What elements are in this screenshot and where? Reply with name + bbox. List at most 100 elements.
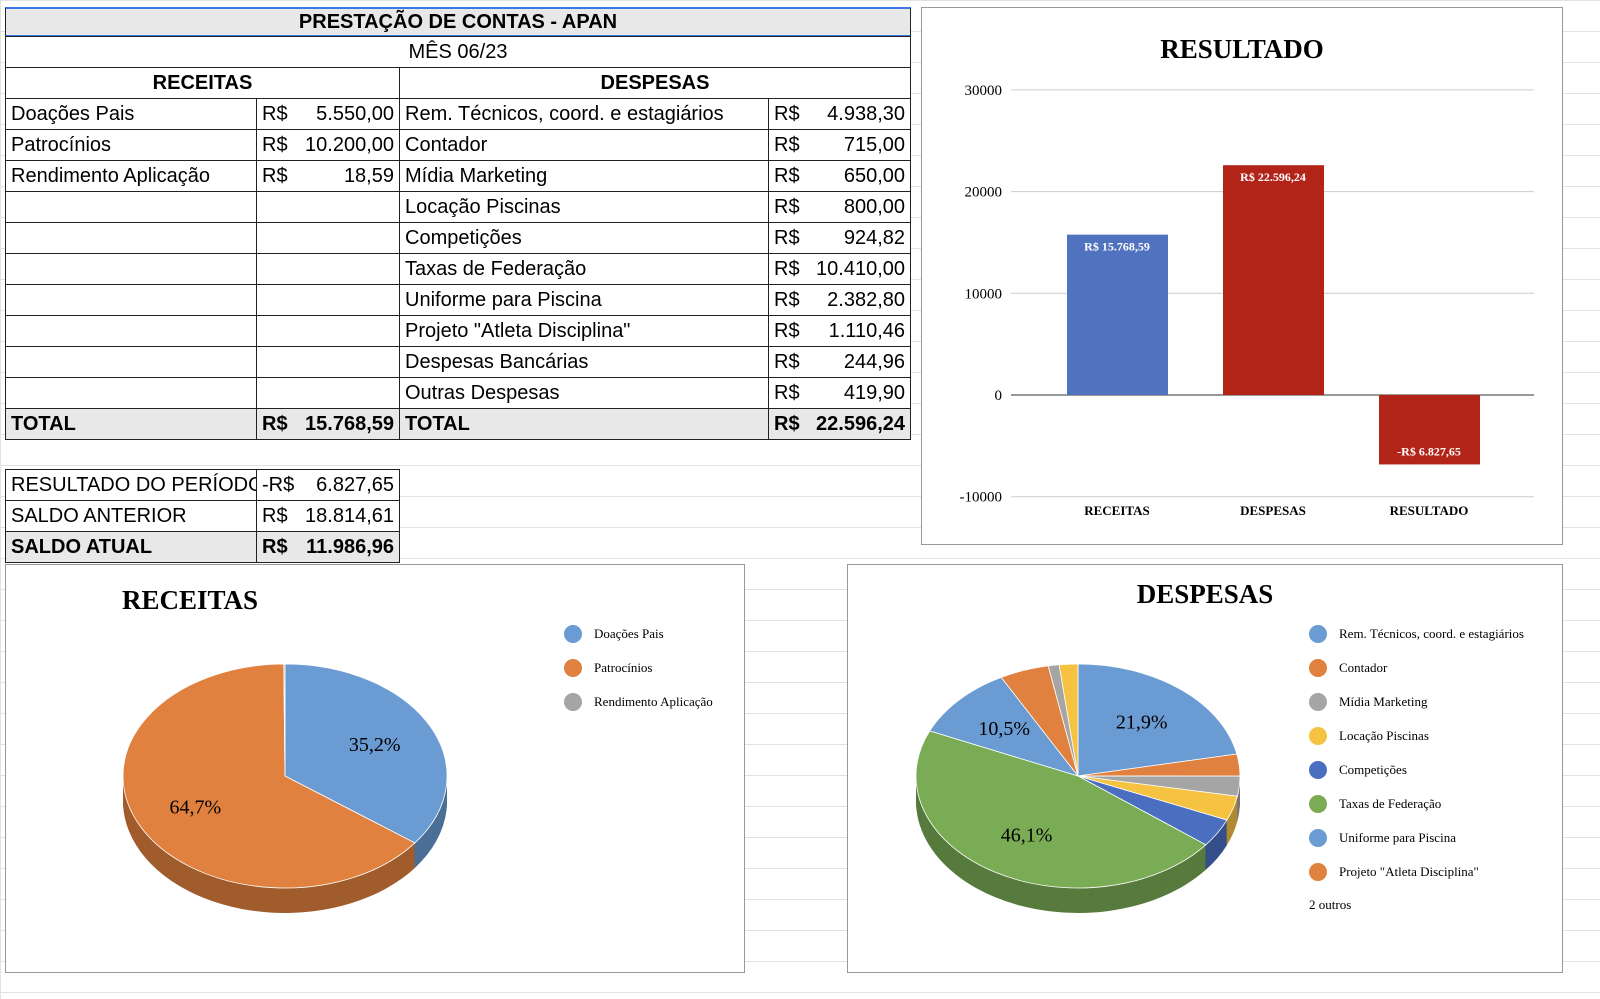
receitas-total[interactable]: R$ 15.768,59 (256, 408, 400, 440)
legend-item[interactable]: Patrocínios (564, 659, 653, 677)
despesa-label[interactable]: Competições (399, 222, 769, 254)
empty-cell[interactable] (5, 377, 257, 409)
receita-label[interactable]: Rendimento Aplicação (5, 160, 257, 192)
pie-slice[interactable] (122, 663, 416, 889)
despesa-label[interactable]: Locação Piscinas (399, 191, 769, 223)
despesa-label[interactable]: Projeto "Atleta Disciplina" (399, 315, 769, 347)
amount: 419,90 (843, 381, 905, 404)
month-cell[interactable]: MÊS 06/23 (5, 36, 911, 68)
legend-item[interactable]: Doações Pais (564, 625, 664, 643)
despesa-label[interactable]: Outras Despesas (399, 377, 769, 409)
despesa-label[interactable]: Rem. Técnicos, coord. e estagiários (399, 98, 769, 130)
legend-swatch-icon (1309, 829, 1327, 847)
summary-label[interactable]: SALDO ANTERIOR (5, 500, 257, 532)
summary-label[interactable]: RESULTADO DO PERÍODO (5, 469, 264, 501)
legend-item[interactable]: Mídia Marketing (1309, 693, 1427, 711)
amount: 10.200,00 (305, 133, 394, 156)
empty-cell[interactable] (5, 222, 257, 254)
y-tick-label: 30000 (965, 83, 1003, 99)
receita-value[interactable]: R$ 18,59 (256, 160, 400, 192)
pie-slice[interactable] (283, 663, 286, 777)
currency: R$ (774, 257, 800, 280)
empty-cell[interactable] (256, 346, 400, 378)
legend-item[interactable]: Contador (1309, 659, 1387, 677)
empty-cell[interactable] (256, 315, 400, 347)
resultado-chart[interactable]: RESULTADO 30000 20000 10000 0 -10000 R$ 15.76… (921, 7, 1563, 545)
empty-cell[interactable] (5, 284, 257, 316)
despesas-header[interactable]: DESPESAS (399, 67, 911, 99)
legend-item[interactable]: Competições (1309, 761, 1407, 779)
amount: 715,00 (843, 133, 905, 156)
currency: R$ (262, 412, 288, 435)
legend-swatch-icon (1309, 659, 1327, 677)
empty-cell[interactable] (5, 253, 257, 285)
legend-swatch-icon (1309, 625, 1327, 643)
legend-item[interactable]: Rem. Técnicos, coord. e estagiários (1309, 625, 1524, 643)
amount: 4.938,30 (827, 102, 905, 125)
despesa-value[interactable]: R$ 715,00 (768, 129, 911, 161)
despesas-total[interactable]: R$ 22.596,24 (768, 408, 911, 440)
receita-value[interactable]: R$ 5.550,00 (256, 98, 400, 130)
pie-slice[interactable] (915, 730, 1207, 889)
despesa-value[interactable]: R$ 800,00 (768, 191, 911, 223)
legend-more[interactable]: 2 outros (1309, 897, 1352, 912)
legend-item[interactable]: Projeto "Atleta Disciplina" (1309, 863, 1479, 881)
legend-label: Taxas de Federação (1339, 796, 1442, 811)
legend-item[interactable]: Locação Piscinas (1309, 727, 1429, 745)
despesa-value[interactable]: R$ 419,90 (768, 377, 911, 409)
despesa-value[interactable]: R$ 244,96 (768, 346, 911, 378)
despesa-value[interactable]: R$ 4.938,30 (768, 98, 911, 130)
receitas-header[interactable]: RECEITAS (5, 67, 400, 99)
pie-slice[interactable] (929, 676, 1080, 777)
bar-chart-svg: 30000 20000 10000 0 -10000 R$ 15.768,59 RECEIT… (960, 83, 1534, 518)
empty-cell[interactable] (256, 253, 400, 285)
summary-value[interactable]: R$ 11.986,96 (256, 531, 400, 563)
bar[interactable] (1379, 395, 1480, 465)
empty-cell[interactable] (5, 315, 257, 347)
receitas-chart[interactable]: RECEITAS 35,2% 64,7% Doações Pais Patrocín… (5, 564, 745, 973)
legend-item[interactable]: Taxas de Federação (1309, 795, 1441, 813)
despesa-value[interactable]: R$ 650,00 (768, 160, 911, 192)
pie-slice[interactable] (1077, 663, 1238, 777)
despesa-value[interactable]: R$ 1.110,46 (768, 315, 911, 347)
despesa-value[interactable]: R$ 2.382,80 (768, 284, 911, 316)
legend-label: Doações Pais (594, 626, 664, 641)
legend-item[interactable]: Uniforme para Piscina (1309, 829, 1456, 847)
empty-cell[interactable] (256, 222, 400, 254)
despesa-value[interactable]: R$ 924,82 (768, 222, 911, 254)
pie-slice[interactable] (284, 663, 448, 844)
empty-cell[interactable] (5, 346, 257, 378)
despesas-chart[interactable]: DESPESAS 21,9% 46,1% 10,5% Rem. Técnicos, … (847, 564, 1563, 973)
legend-item[interactable]: Rendimento Aplicação (564, 693, 713, 711)
empty-cell[interactable] (256, 191, 400, 223)
summary-value[interactable]: -R$ 6.827,65 (256, 469, 400, 501)
amount: 650,00 (843, 164, 905, 187)
summary-label[interactable]: SALDO ATUAL (5, 531, 257, 563)
empty-cell[interactable] (256, 377, 400, 409)
bar[interactable] (1223, 165, 1324, 395)
sheet-title[interactable]: PRESTAÇÃO DE CONTAS - APAN (5, 7, 911, 37)
despesa-label[interactable]: Mídia Marketing (399, 160, 769, 192)
receita-label[interactable]: Patrocínios (5, 129, 257, 161)
legend-swatch-icon (1309, 863, 1327, 881)
empty-cell[interactable] (5, 191, 257, 223)
receita-label[interactable]: Doações Pais (5, 98, 257, 130)
chart-title: RECEITAS (121, 585, 259, 615)
currency: R$ (262, 535, 288, 558)
despesa-label[interactable]: Uniforme para Piscina (399, 284, 769, 316)
total-label[interactable]: TOTAL (5, 408, 257, 440)
pie-slice[interactable] (1058, 663, 1079, 777)
currency: R$ (262, 133, 288, 156)
receita-value[interactable]: R$ 10.200,00 (256, 129, 400, 161)
despesa-label[interactable]: Contador (399, 129, 769, 161)
despesa-label[interactable]: Despesas Bancárias (399, 346, 769, 378)
despesa-label[interactable]: Taxas de Federação (399, 253, 769, 285)
empty-cell[interactable] (256, 284, 400, 316)
currency: R$ (262, 504, 288, 527)
legend-label: Mídia Marketing (1339, 694, 1428, 709)
bar[interactable] (1067, 234, 1168, 395)
despesa-value[interactable]: R$ 10.410,00 (768, 253, 911, 285)
total-label[interactable]: TOTAL (399, 408, 769, 440)
summary-value[interactable]: R$ 18.814,61 (256, 500, 400, 532)
legend-label: Patrocínios (594, 660, 653, 675)
